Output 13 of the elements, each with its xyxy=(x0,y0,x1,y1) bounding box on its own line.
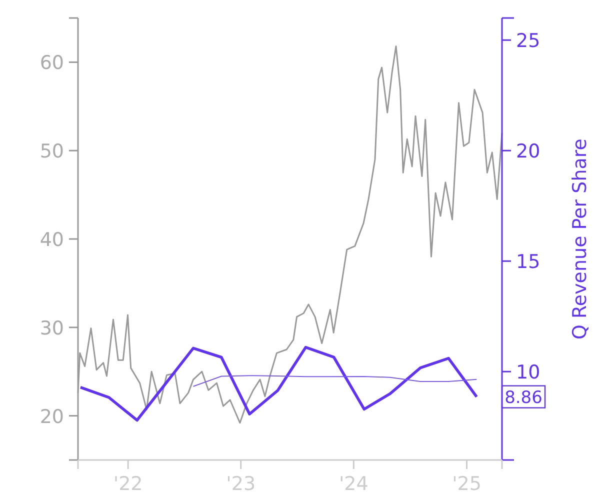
y2-tick-label: 20 xyxy=(516,140,540,163)
y2-tick-label: 10 xyxy=(516,362,540,384)
line-series xyxy=(192,375,478,387)
y-tick-label: 20 xyxy=(40,406,64,428)
y2-tick-label: 15 xyxy=(516,251,540,274)
y-tick-label: 30 xyxy=(40,317,64,340)
line-series xyxy=(79,346,478,422)
y-tick-label: 60 xyxy=(40,52,64,74)
y2-tick-label: 25 xyxy=(516,30,540,52)
y-tick-label: 40 xyxy=(40,229,64,251)
data-label: 8.86 xyxy=(504,388,542,408)
y-tick-label: 50 xyxy=(40,140,64,163)
y2-axis-title: Q Revenue Per Share xyxy=(569,138,591,340)
